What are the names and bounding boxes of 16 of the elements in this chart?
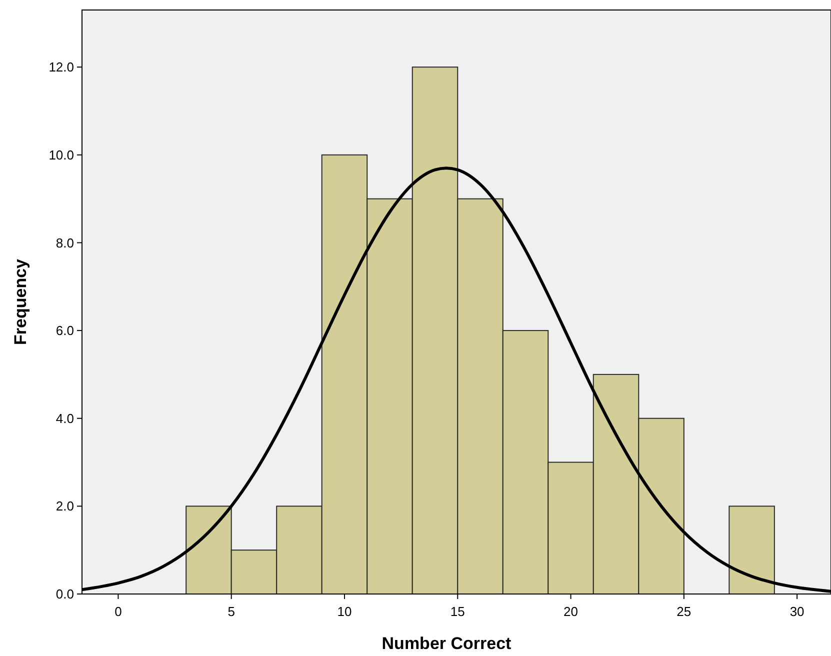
x-tick-label: 10 — [337, 604, 352, 619]
x-tick-label: 20 — [564, 604, 578, 619]
x-tick-label: 25 — [676, 604, 692, 619]
y-axis-title: Frequency — [11, 258, 30, 345]
y-tick-label: 12.0 — [48, 60, 74, 75]
y-tick-label: 2.0 — [56, 498, 74, 514]
y-tick-label: 4.0 — [56, 410, 74, 426]
y-tick-label: 6.0 — [56, 323, 74, 338]
x-tick-label: 30 — [790, 604, 804, 619]
y-tick-label: 8.0 — [56, 235, 74, 250]
x-tick-label: 15 — [450, 604, 465, 619]
x-tick-label: 0 — [114, 604, 122, 619]
y-tick-label: 0.0 — [56, 586, 74, 602]
x-tick-label: 5 — [228, 604, 235, 619]
x-axis-title: Number Correct — [382, 634, 512, 653]
y-tick-label: 10.0 — [48, 147, 74, 162]
